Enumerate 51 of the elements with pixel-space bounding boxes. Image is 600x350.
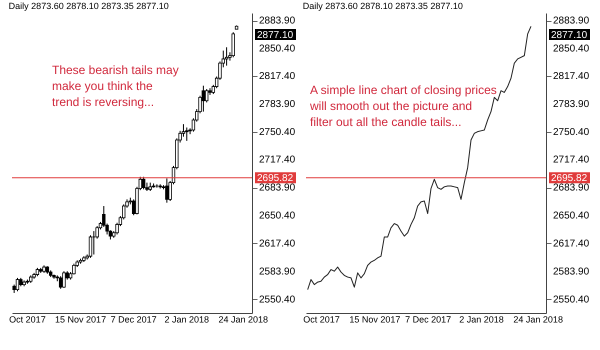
y-tick-label: 2817.40 [259,71,296,82]
candlestick [202,85,206,112]
x-tick-label: Oct 2017 [303,314,340,324]
y-tick-label: 2750.40 [259,127,296,138]
y-tick-label: 2583.90 [553,266,590,278]
y-tick-label: 2717.40 [553,154,590,166]
y-tick-label: 2617.40 [553,238,590,250]
y-tick-label: 2717.40 [259,154,296,166]
y-tick-label: 2883.90 [553,16,590,27]
x-tick-label: 7 Dec 2017 [110,314,157,324]
y-tick-label: 2650.40 [259,210,296,222]
candlestick [58,276,62,290]
text: 2877.10 [551,30,588,41]
y-tick-label: 2550.40 [553,294,590,306]
text: 2877.10 [257,30,294,41]
annotation: A simple line chart of closing prices will smooth out the picture and filter out all the candle tails... [309,83,497,129]
ref-line-label: 2695.82 [551,172,588,184]
candlestick [204,88,208,103]
y-tick-label: 2650.40 [553,210,590,222]
y-tick-label: 2583.90 [259,266,296,278]
y-tick-label: 2850.40 [259,44,296,55]
y-tick-label: 2783.90 [553,99,590,110]
chart-subtitle: Daily 2873.60 2878.10 2873.35 2877.10 [302,1,463,11]
y-tick-label: 2883.90 [259,16,296,27]
x-tick-label: 24 Jan 2018 [513,314,563,324]
candlestick [165,178,169,204]
line-series [307,26,532,290]
candlestick [232,32,235,58]
x-tick-label: 15 Nov 2017 [349,314,400,324]
candlestick [185,126,188,142]
candlestick [16,277,20,292]
chart-subtitle: Daily 2873.60 2878.10 2873.35 2877.10 [8,1,169,11]
annotation: These bearish tails may make you think the trend is reversing... [52,63,179,109]
x-tick-label: Oct 2017 [9,314,46,324]
y-tick-label: 2783.90 [259,99,296,110]
y-tick-label: 2683.90 [553,182,590,194]
y-tick-label: 2750.40 [553,127,590,138]
candlestick [72,263,76,276]
x-tick-label: 24 Jan 2018 [218,314,268,324]
candlestick [142,176,146,190]
y-tick-label: 2683.90 [259,182,296,194]
x-tick-label: 7 Dec 2017 [405,314,452,324]
y-tick-label: 2850.40 [553,44,590,55]
y-tick-label: 2617.40 [259,238,296,250]
y-tick-label: 2550.40 [259,294,296,306]
candlestick [224,46,228,66]
x-tick-label: 2 Jan 2018 [164,314,210,324]
x-tick-label: 15 Nov 2017 [55,314,106,324]
x-tick-label: 2 Jan 2018 [459,314,504,324]
ref-line-label: 2695.82 [257,172,294,184]
y-tick-label: 2817.40 [553,71,590,82]
